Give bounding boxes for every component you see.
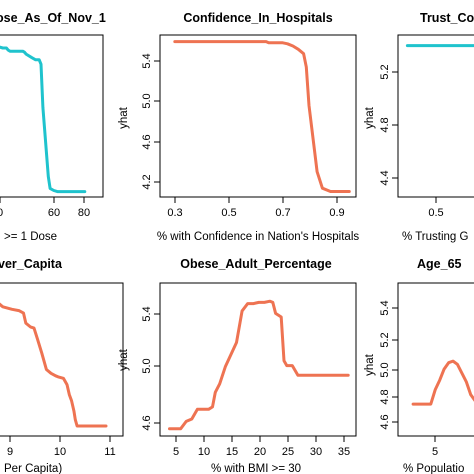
panel-title: Confidence_In_Hospitals [183, 11, 332, 25]
x-axis-label: % with BMI >= 30 [211, 463, 301, 474]
y-tick-label: 5.4 [141, 53, 153, 68]
y-tick-label: 4.2 [141, 174, 153, 189]
panel-title: Age_65 [417, 257, 462, 271]
x-axis-label: >= 1 Dose [4, 231, 57, 243]
x-tick-label: 0.7 [275, 207, 290, 219]
y-axis: 4.2 4.6 5.0 5.4 yhat [118, 53, 160, 190]
y-tick-label: 5.0 [379, 362, 391, 377]
x-axis-label: Per Capita) [4, 463, 62, 474]
y-axis: 4.6 5.0 5.4 yhat [118, 306, 160, 431]
panel-ver-capita: ver_Capita 9 10 11 Per Capita) [0, 257, 124, 474]
x-tick-label: 30 [310, 446, 322, 458]
x-tick-label: 0.9 [329, 207, 344, 219]
panel-obese-adult-percentage: Obese_Adult_Percentage 4.6 5.0 5.4 yhat … [118, 257, 357, 474]
x-tick-label: 10 [54, 446, 66, 458]
panel-trust-co: Trust_Co 4.4 4.8 5.2 yhat 0.5 % Trusting… [364, 11, 474, 243]
y-tick-label: 4.6 [141, 415, 153, 430]
x-axis-label: % Trusting G [402, 231, 469, 243]
y-axis-label: yhat [364, 106, 376, 129]
y-tick-label: 5.0 [141, 93, 153, 108]
y-axis-label: yhat [118, 106, 130, 129]
x-tick-label: 80 [78, 207, 90, 219]
x-tick-label: 9 [7, 446, 13, 458]
x-axis-label: % Populatio [403, 463, 464, 474]
y-tick-label: 5.2 [379, 332, 391, 347]
x-axis: 5 10 15 20 25 30 35 [173, 436, 350, 458]
plot-frame [397, 34, 474, 198]
x-axis: 5 [432, 436, 438, 458]
panel-dose-as-of-nov-1: Dose_As_Of_Nov_1 0 60 80 >= 1 Dose [0, 11, 106, 243]
y-tick-label: 5.4 [141, 306, 153, 321]
y-tick-label: 5.0 [141, 358, 153, 373]
x-axis: 9 10 11 [7, 436, 116, 458]
x-tick-label: 60 [48, 207, 60, 219]
series-line [411, 359, 474, 406]
plot-frame [159, 34, 357, 198]
plot-frame [0, 282, 124, 437]
x-axis: 0 60 80 [0, 197, 90, 219]
panel-confidence-in-hospitals: Confidence_In_Hospitals 4.2 4.6 5.0 5.4 … [118, 11, 359, 243]
series-line [0, 45, 87, 194]
y-tick-label: 4.8 [379, 389, 391, 404]
y-tick-label: 4.6 [379, 414, 391, 429]
x-tick-label: 5 [432, 446, 438, 458]
x-tick-label: 5 [173, 446, 179, 458]
y-axis: 4.4 4.8 5.2 yhat [364, 64, 398, 186]
y-axis-label: yhat [364, 353, 376, 376]
y-axis: 4.6 4.8 5.0 5.2 5.4 yhat [364, 300, 398, 430]
x-tick-label: 0.5 [428, 207, 443, 219]
x-axis: 0.3 0.5 0.7 0.9 [167, 197, 345, 219]
series-line [173, 40, 351, 193]
panel-title: Dose_As_Of_Nov_1 [0, 11, 106, 25]
series-line [0, 302, 108, 428]
x-tick-label: 15 [226, 446, 238, 458]
panel-title: Trust_Co [420, 11, 474, 25]
panel-title: ver_Capita [0, 257, 63, 271]
y-tick-label: 5.2 [379, 64, 391, 79]
plot-frame [0, 34, 104, 198]
y-axis-label: yhat [118, 348, 130, 371]
x-tick-label: 0.3 [167, 207, 182, 219]
y-tick-label: 4.4 [379, 170, 391, 185]
x-tick-label: 35 [338, 446, 350, 458]
x-axis: 0.5 [428, 197, 444, 219]
x-tick-label: 10 [198, 446, 210, 458]
panel-age-65: Age_65 4.6 4.8 5.0 5.2 5.4 yhat 5 % Popu… [364, 257, 474, 474]
y-tick-label: 5.4 [379, 300, 391, 315]
x-tick-label: 0 [0, 207, 3, 219]
plot-frame [159, 282, 357, 437]
x-axis-label: % with Confidence in Nation's Hospitals [157, 231, 360, 243]
panel-title: Obese_Adult_Percentage [180, 257, 331, 271]
x-tick-label: 11 [104, 446, 115, 458]
x-tick-label: 25 [282, 446, 294, 458]
x-tick-label: 20 [254, 446, 266, 458]
series-line [168, 299, 350, 431]
x-tick-label: 0.5 [221, 207, 236, 219]
y-tick-label: 4.8 [379, 117, 391, 132]
y-tick-label: 4.6 [141, 134, 153, 149]
plot-frame [397, 282, 474, 437]
